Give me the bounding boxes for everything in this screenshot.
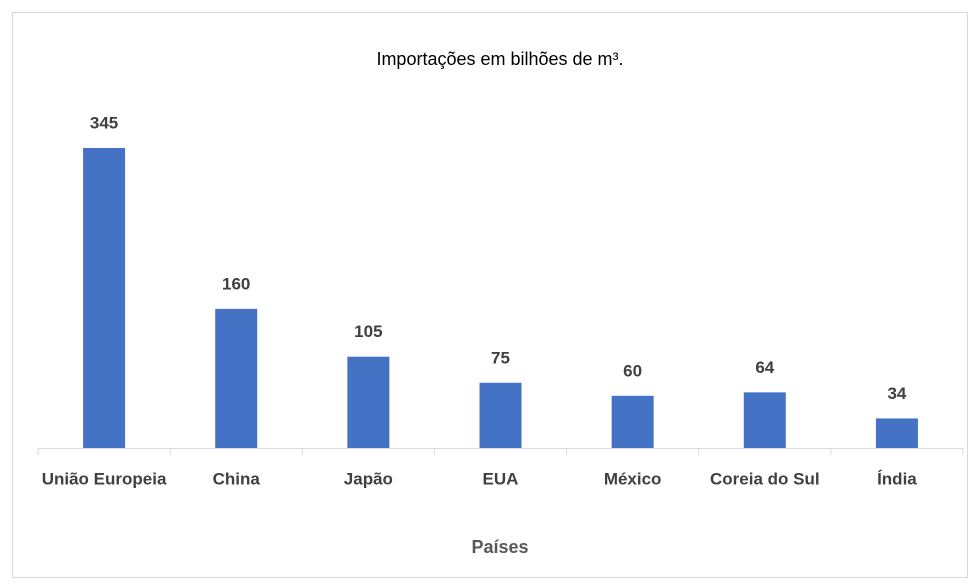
data-label: 64 [755,358,774,377]
chart-title: Importações em bilhões de m³. [376,49,623,69]
bar [875,418,918,448]
x-tick-label: EUA [483,469,519,488]
x-axis-title: Países [471,537,528,557]
x-tick-label: China [213,469,261,488]
x-tick-label: Coreia do Sul [710,469,820,488]
chart-frame [12,12,968,578]
x-tick-label: Japão [344,469,393,488]
data-label: 75 [491,348,510,367]
data-label: 105 [354,322,382,341]
bar [83,148,126,448]
data-label: 160 [222,274,250,293]
data-label: 345 [90,113,118,132]
bar [611,395,654,448]
bar [479,382,522,448]
bar [215,308,258,448]
data-label: 60 [623,361,642,380]
bar [347,356,390,448]
bar [743,392,786,448]
x-tick-label: Índia [877,469,917,488]
data-label: 34 [887,384,906,403]
x-tick-label: México [604,469,662,488]
x-tick-label: União Europeia [42,469,167,488]
